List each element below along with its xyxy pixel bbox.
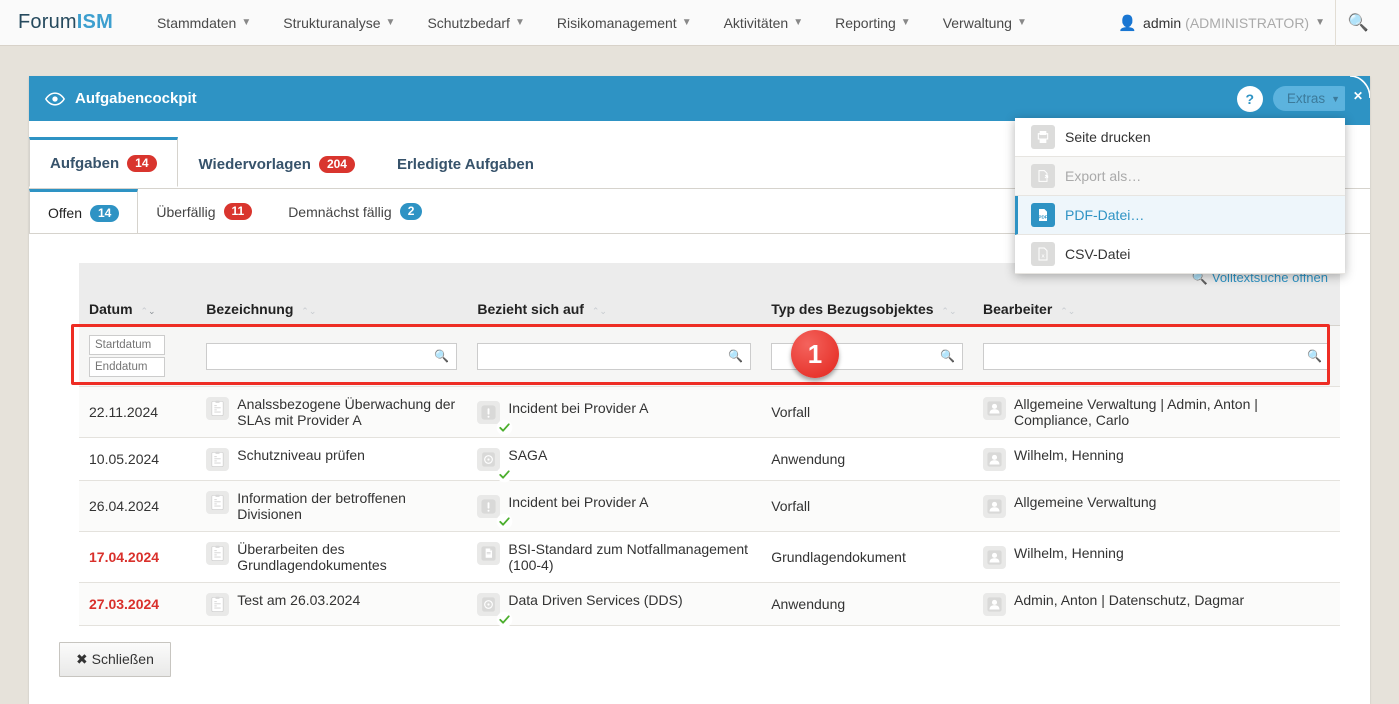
svg-text:X: X xyxy=(1041,253,1045,258)
svg-text:PDF: PDF xyxy=(1038,214,1047,219)
